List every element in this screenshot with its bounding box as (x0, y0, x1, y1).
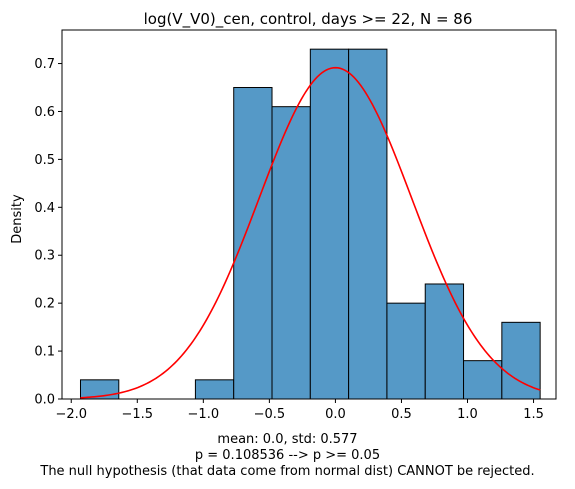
y-tick-label: 0.6 (34, 105, 55, 120)
plot-frame (61, 29, 557, 400)
histogram-bar (348, 48, 388, 400)
histogram-bar (194, 379, 235, 400)
histogram-bar (271, 106, 311, 400)
histogram-bar (424, 283, 465, 400)
y-tick-label: 0.2 (34, 297, 55, 312)
y-tick-label: 0.0 (34, 393, 55, 408)
caption-line-2: p = 0.108536 --> p >= 0.05 (194, 448, 381, 463)
bars-group (79, 48, 541, 400)
x-tick-label: 1.5 (523, 407, 544, 422)
x-tick-label: 1.0 (457, 407, 478, 422)
x-tick-label: 0.0 (325, 407, 346, 422)
y-axis-label: Density (10, 194, 25, 244)
x-tick-label: −1.5 (121, 407, 153, 422)
y-axis-ticks: 0.0 0.1 0.2 0.3 0.4 0.5 0.6 0.7 (34, 57, 62, 408)
caption-line-1: mean: 0.0, std: 0.577 (217, 432, 358, 447)
x-tick-label: 0.5 (391, 407, 412, 422)
fit-curve-group (80, 66, 541, 399)
chart-title: log(V_V0)_cen, control, days >= 22, N = … (144, 10, 473, 29)
normal-fit-curve (80, 66, 541, 399)
y-tick-label: 0.7 (34, 57, 55, 72)
histogram-bar (463, 360, 503, 400)
x-tick-label: −0.5 (254, 407, 286, 422)
histogram-bar (501, 321, 541, 400)
x-tick-label: −2.0 (55, 407, 87, 422)
histogram-bar (309, 48, 350, 400)
caption-line-3: The null hypothesis (that data come from… (40, 464, 535, 479)
x-axis-ticks: −2.0 −1.5 −1.0 −0.5 0.0 0.5 1.0 1.5 (55, 399, 544, 422)
y-tick-label: 0.4 (34, 201, 55, 216)
histogram-bar (233, 87, 273, 400)
histogram-bar (386, 302, 426, 400)
y-tick-label: 0.5 (34, 153, 55, 168)
y-tick-label: 0.3 (34, 249, 55, 264)
x-tick-label: −1.0 (188, 407, 220, 422)
histogram-chart: log(V_V0)_cen, control, days >= 22, N = … (10, 10, 557, 422)
y-tick-label: 0.1 (34, 345, 55, 360)
